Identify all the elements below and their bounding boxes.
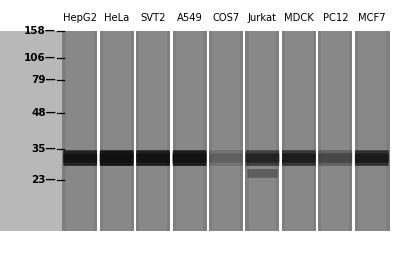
Bar bbox=[167, 31, 171, 231]
Text: 35—: 35— bbox=[31, 144, 56, 154]
Bar bbox=[0, 0, 400, 31]
Bar bbox=[244, 31, 248, 231]
Bar bbox=[135, 31, 139, 231]
Bar bbox=[98, 31, 103, 231]
Bar bbox=[130, 31, 135, 231]
Text: PC12: PC12 bbox=[322, 13, 348, 23]
Bar bbox=[317, 31, 322, 231]
Text: MDCK: MDCK bbox=[284, 13, 314, 23]
FancyBboxPatch shape bbox=[355, 150, 389, 166]
Bar bbox=[62, 31, 390, 231]
Bar bbox=[390, 0, 400, 257]
FancyBboxPatch shape bbox=[100, 153, 134, 163]
Bar bbox=[62, 31, 66, 231]
FancyBboxPatch shape bbox=[282, 153, 316, 163]
FancyBboxPatch shape bbox=[318, 150, 352, 166]
Bar bbox=[240, 31, 244, 231]
Text: 48—: 48— bbox=[31, 108, 56, 118]
Bar bbox=[276, 31, 281, 231]
Text: 158—: 158— bbox=[24, 26, 56, 36]
Text: 106—: 106— bbox=[24, 53, 56, 63]
Bar bbox=[352, 31, 355, 231]
Text: 79—: 79— bbox=[31, 75, 56, 85]
FancyBboxPatch shape bbox=[136, 153, 170, 163]
Text: COS7: COS7 bbox=[212, 13, 240, 23]
Bar bbox=[316, 31, 318, 231]
FancyBboxPatch shape bbox=[247, 169, 278, 178]
FancyBboxPatch shape bbox=[173, 153, 206, 163]
FancyBboxPatch shape bbox=[63, 150, 97, 166]
Bar bbox=[170, 31, 172, 231]
FancyBboxPatch shape bbox=[63, 153, 97, 163]
Bar bbox=[206, 31, 209, 231]
Bar bbox=[280, 31, 282, 231]
FancyBboxPatch shape bbox=[100, 150, 134, 166]
Bar bbox=[313, 31, 317, 231]
Text: A549: A549 bbox=[177, 13, 202, 23]
Text: HepG2: HepG2 bbox=[63, 13, 97, 23]
Bar bbox=[171, 31, 176, 231]
Text: 23—: 23— bbox=[31, 175, 56, 185]
FancyBboxPatch shape bbox=[209, 150, 243, 166]
Bar bbox=[354, 31, 358, 231]
Text: HeLa: HeLa bbox=[104, 13, 129, 23]
FancyBboxPatch shape bbox=[282, 150, 316, 166]
Bar bbox=[134, 31, 136, 231]
FancyBboxPatch shape bbox=[246, 153, 279, 163]
Bar bbox=[243, 31, 246, 231]
Bar bbox=[97, 31, 100, 231]
FancyBboxPatch shape bbox=[246, 150, 279, 166]
Bar bbox=[386, 31, 390, 231]
Text: Jurkat: Jurkat bbox=[248, 13, 277, 23]
Bar bbox=[281, 31, 285, 231]
Bar bbox=[0, 231, 400, 257]
FancyBboxPatch shape bbox=[209, 153, 243, 163]
FancyBboxPatch shape bbox=[136, 150, 170, 166]
FancyBboxPatch shape bbox=[318, 153, 352, 163]
Bar bbox=[94, 31, 98, 231]
FancyBboxPatch shape bbox=[173, 150, 206, 166]
Bar bbox=[204, 31, 208, 231]
Bar bbox=[349, 31, 354, 231]
Bar bbox=[208, 31, 212, 231]
Text: MCF7: MCF7 bbox=[358, 13, 386, 23]
FancyBboxPatch shape bbox=[355, 153, 389, 163]
Text: SVT2: SVT2 bbox=[140, 13, 166, 23]
